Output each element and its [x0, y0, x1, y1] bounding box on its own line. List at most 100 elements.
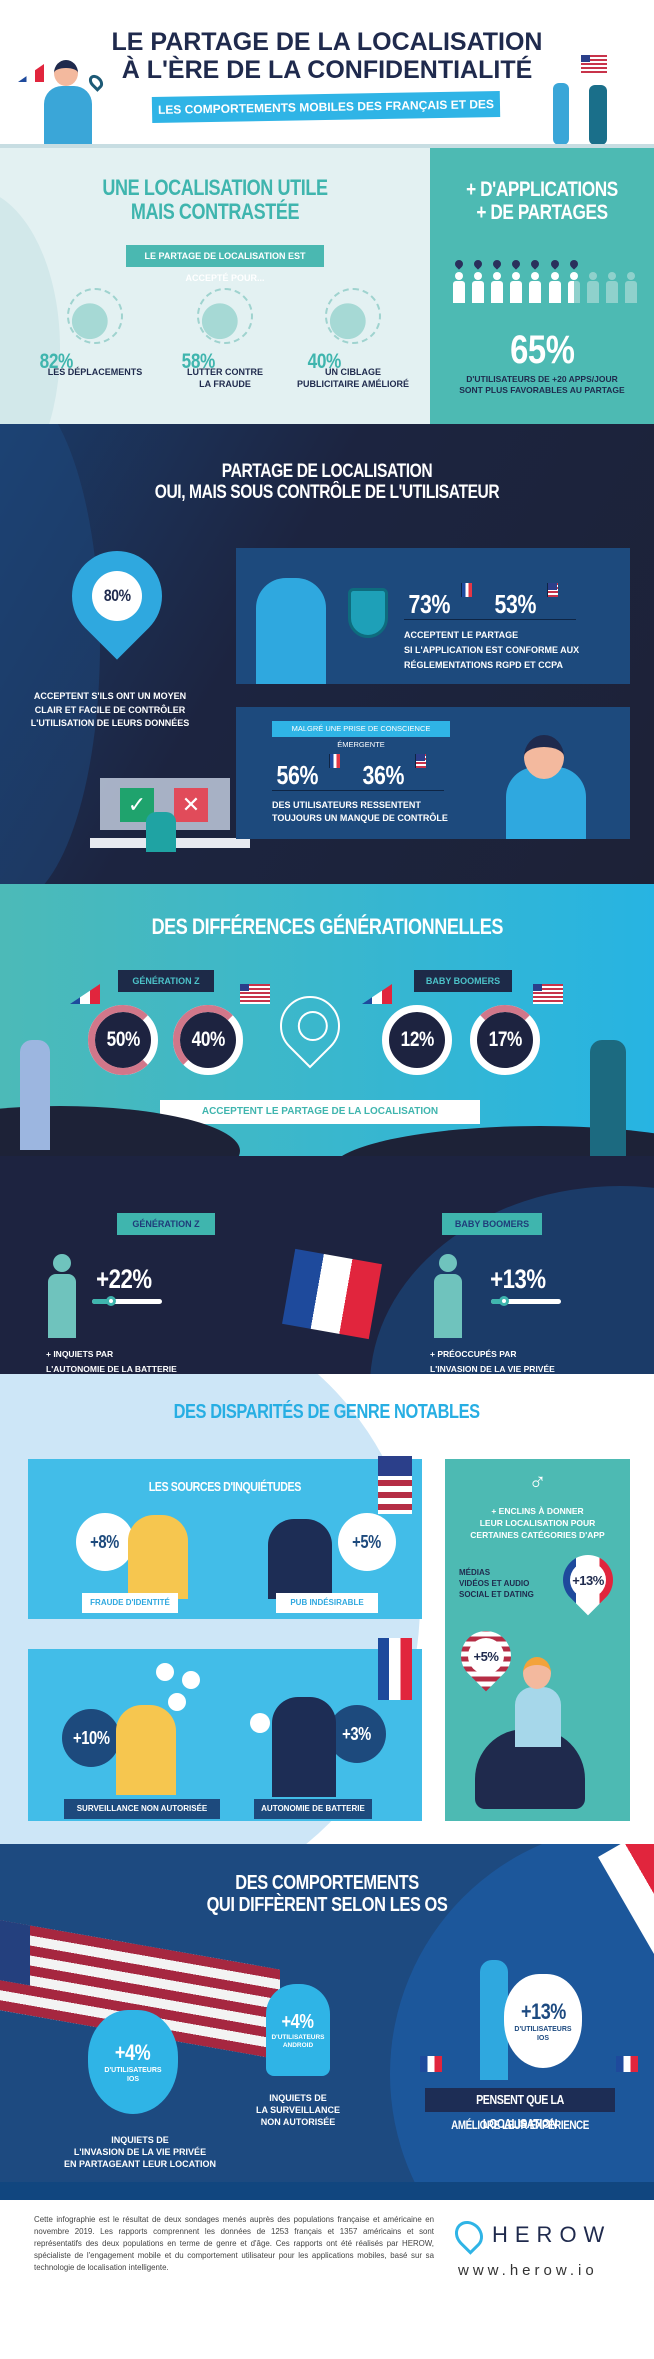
stat-fraud: 58% LUTTER CONTRE LA FRAUDE [160, 288, 290, 390]
us-value: 36% [362, 760, 405, 790]
us-concerns-box: LES SOURCES D'INQUIÉTUDES +8% +5% FRAUDE… [28, 1459, 422, 1619]
male-symbol-icon: ♂ [528, 1469, 547, 1496]
genz-tag: GÉNÉRATION Z [117, 1213, 215, 1235]
lack-of-control-card: MALGRÉ UNE PRISE DE CONSCIENCE ÉMERGENTE… [236, 707, 630, 839]
genz-slider [92, 1296, 162, 1306]
woman-with-phone-illustration [128, 1515, 188, 1599]
us-flag-icon [240, 984, 270, 1004]
card-description: DES UTILISATEURS RESSENTENT TOUJOURS UN … [272, 800, 448, 823]
man-with-phone-illustration [272, 1697, 336, 1797]
survey-methodology-note: Cette infographie est le résultat de deu… [34, 2215, 434, 2272]
person-pin-icon [452, 258, 466, 308]
android-icon: +4% D'UTILISATEURS ANDROID [266, 1984, 330, 2076]
french-flag-icon [328, 754, 340, 768]
man-with-phone-illustration [268, 1519, 332, 1599]
boomers-slider [491, 1296, 561, 1306]
card-description: ACCEPTENT LE PARTAGE SI L'APPLICATION ES… [404, 630, 580, 670]
boomers-us-ring: 17% [470, 1005, 540, 1075]
page-subtitle: LES COMPORTEMENTS MOBILES DES FRANÇAIS E… [151, 90, 501, 141]
hacker-icon [182, 1671, 200, 1689]
person-pin-icon [471, 258, 485, 308]
awareness-tag: MALGRÉ UNE PRISE DE CONSCIENCE ÉMERGENTE [272, 721, 450, 749]
category-item: MÉDIAS [459, 1568, 491, 1577]
french-flag-icon [460, 583, 472, 597]
gdpr-compliance-card: 73% 53% ACCEPTENT LE PARTAGE SI L'APPLIC… [236, 548, 630, 684]
us-value: 53% [494, 589, 537, 619]
person-pin-icon [567, 258, 581, 308]
battery-value: +3% [328, 1705, 386, 1763]
apps-percentage: 65% [509, 328, 575, 372]
category-item: SOCIAL ET DATING [459, 1590, 534, 1599]
us-flag-icon [414, 754, 426, 768]
genz-france-ring: 50% [88, 1005, 158, 1075]
us-flag-icon [581, 55, 607, 73]
french-flag-icon [362, 984, 392, 1004]
location-pin-outline-icon [267, 983, 353, 1069]
person-icon [605, 260, 619, 308]
boomers-tag: BABY BOOMERS [442, 1213, 542, 1235]
france-value: 73% [408, 589, 451, 619]
warning-shield-icon [156, 1663, 174, 1681]
genz-tag: GÉNÉRATION Z [118, 970, 214, 992]
boomers-france-ring: 12% [382, 1005, 452, 1075]
woman-with-phone-illustration [256, 578, 326, 684]
page-title: LE PARTAGE DE LA LOCALISATION À L'ÈRE DE… [111, 28, 543, 84]
control-description: ACCEPTENT S'ILS ONT UN MOYEN CLAIR ET FA… [30, 691, 190, 728]
person-icon [586, 260, 600, 308]
genz-label: + INQUIETS PAR L'AUTONOMIE DE LA BATTERIE [46, 1349, 177, 1374]
generational-section: DES DIFFÉRENCES GÉNÉRATIONNELLES GÉNÉRAT… [0, 884, 654, 1156]
lock-shield-illustration [197, 288, 253, 344]
older-man-illustration [590, 1040, 626, 1156]
website-link[interactable]: www.herow.io [458, 2262, 598, 2279]
traveler-with-french-flag-illustration [18, 50, 106, 144]
os-behavior-section: DES COMPORTEMENTS QUI DIFFÈRENT SELON LE… [0, 1844, 654, 2182]
french-flag-ribbon-icon [378, 1638, 412, 1700]
box-subtitle: LES SOURCES D'INQUIÉTUDES [148, 1479, 302, 1494]
brand-name: HEROW [492, 2222, 612, 2247]
gender-section: DES DISPARITÉS DE GENRE NOTABLES LES SOU… [0, 1374, 654, 1844]
ios-fr-caption: AMÉLIORE LEUR EXPÉRIENCE [451, 2118, 589, 2132]
header: LE PARTAGE DE LA LOCALISATION À L'ÈRE DE… [0, 0, 654, 148]
boomers-label: + PRÉOCCUPÉS PAR L'INVASION DE LA VIE PRI… [430, 1349, 555, 1374]
person-icon [624, 260, 638, 308]
french-flag-in-hand-illustration [282, 1248, 382, 1340]
us-flag-icon [546, 583, 558, 597]
category-item: VIDÉOS ET AUDIO [459, 1579, 530, 1588]
older-person-icon [434, 1254, 462, 1340]
backpacker-illustration [67, 288, 123, 344]
user-control-section: PARTAGE DE LOCALISATION OUI, MAIS SOUS C… [0, 424, 654, 884]
stat-ad-targeting: 40% UN CIBLAGE PUBLICITAIRE AMÉLIORÉ [288, 288, 418, 390]
cross-icon: ✕ [174, 788, 208, 822]
woman-with-phone-illustration [480, 1960, 508, 2080]
unwanted-ads-label: PUB INDÉSIRABLE [276, 1593, 378, 1613]
surveillance-value: +10% [62, 1709, 120, 1767]
us-pin: +5% [450, 1620, 522, 1692]
target-crosshair-illustration [325, 288, 381, 344]
generational-concerns-section: GÉNÉRATION Z BABY BOOMERS +22% + INQUIET… [0, 1156, 654, 1374]
ios-fr-caption-ribbon: PENSENT QUE LA LOCALISATION [425, 2088, 615, 2131]
accept-sharing-ribbon: ACCEPTENT LE PARTAGE DE LA LOCALISATION [160, 1100, 480, 1124]
identity-fraud-value: +8% [76, 1513, 134, 1571]
unwanted-ads-value: +5% [338, 1513, 396, 1571]
country-stats-row: 73% 53% [404, 576, 576, 620]
us-flag-ribbon-icon [378, 1456, 412, 1514]
ios-us-caption: INQUIETS DE L'INVASION DE LA VIE PRIVÉE … [64, 2135, 216, 2169]
young-person-icon [48, 1254, 76, 1340]
young-woman-illustration [20, 1040, 50, 1150]
herow-pin-icon [449, 2215, 489, 2255]
runners-with-us-flag-illustration [545, 55, 645, 144]
more-apps-panel: + D'APPLICATIONS + DE PARTAGES 65% D'UTI… [430, 148, 654, 424]
cctv-camera-icon [168, 1693, 186, 1711]
fr-concerns-box: +10% +3% SURVEILLANCE NON AUTORISÉE AUTO… [28, 1649, 422, 1821]
section-title: UNE LOCALISATION UTILE MAIS CONTRASTÉE [102, 175, 328, 224]
boomers-tag: BABY BOOMERS [414, 970, 512, 992]
section-title: DES COMPORTEMENTS QUI DIFFÈRENT SELON LE… [206, 1872, 448, 1916]
herow-logo[interactable]: HEROW [449, 2215, 612, 2255]
boomers-value: +13% [490, 1264, 546, 1294]
woman-with-phone-illustration [116, 1705, 176, 1795]
useful-location-section: UNE LOCALISATION UTILE MAIS CONTRASTÉE L… [0, 148, 654, 424]
surveillance-label: SURVEILLANCE NON AUTORISÉE [64, 1799, 220, 1819]
android-us-caption: INQUIETS DE LA SURVEILLANCE NON AUTORISÉ… [255, 2093, 340, 2127]
apple-ios-icon: +13% D'UTILISATEURS IOS [504, 1974, 582, 2068]
battery-label: AUTONOMIE DE BATTERIE [254, 1799, 372, 1819]
